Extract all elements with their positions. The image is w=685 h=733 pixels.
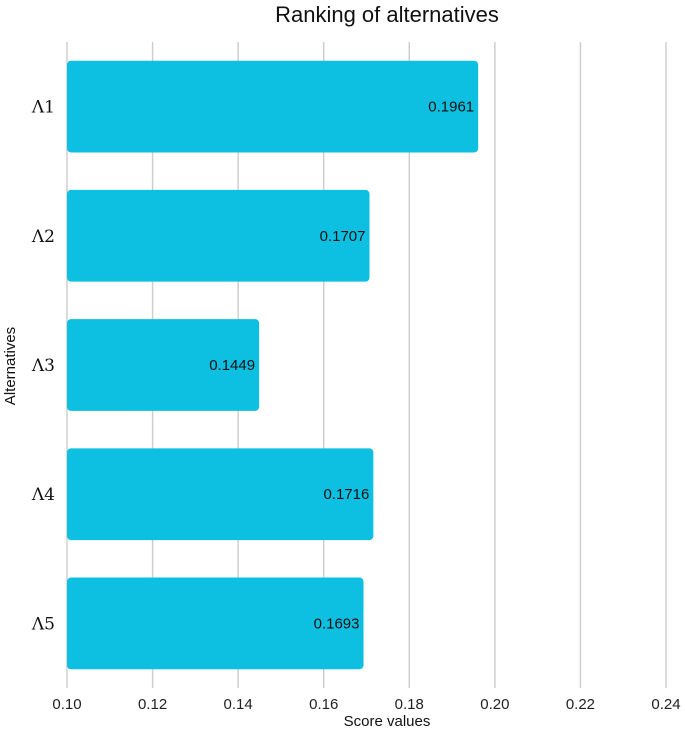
bar: [67, 448, 374, 541]
y-tick-label: Λ1: [31, 98, 55, 118]
data-label: 0.1449: [209, 357, 255, 374]
x-tick-label: 0.20: [480, 696, 509, 713]
x-tick-label: 0.14: [224, 696, 253, 713]
y-tick-labels: Λ1 Λ2 Λ3 Λ4 Λ5: [31, 98, 55, 635]
bar: [67, 60, 479, 153]
x-tick-label: 0.24: [651, 696, 680, 713]
data-label: 0.1707: [320, 228, 366, 245]
data-label: 0.1693: [314, 615, 360, 632]
data-labels: 0.1961 0.1707 0.1449 0.1716 0.1693: [209, 99, 474, 633]
bar: [67, 189, 370, 282]
data-label: 0.1961: [428, 99, 474, 116]
x-tick-label: 0.18: [395, 696, 424, 713]
x-tick-label: 0.22: [566, 696, 595, 713]
data-label: 0.1716: [323, 486, 369, 503]
x-tick-label: 0.10: [52, 696, 81, 713]
y-axis-label: Alternatives: [2, 327, 19, 405]
x-tick-labels: 0.10 0.12 0.14 0.16 0.18 0.20 0.22 0.24: [52, 696, 680, 713]
y-tick-label: Λ4: [31, 485, 55, 505]
bars: [67, 60, 479, 670]
y-tick-label: Λ2: [31, 227, 55, 247]
x-tick-label: 0.12: [138, 696, 167, 713]
y-tick-label: Λ5: [31, 614, 55, 634]
bar: [67, 319, 260, 411]
x-axis-label: Score values: [344, 713, 431, 730]
chart-title: Ranking of alternatives: [275, 2, 499, 27]
y-tick-label: Λ3: [31, 356, 55, 376]
bar: [67, 577, 364, 670]
x-tick-label: 0.16: [309, 696, 338, 713]
